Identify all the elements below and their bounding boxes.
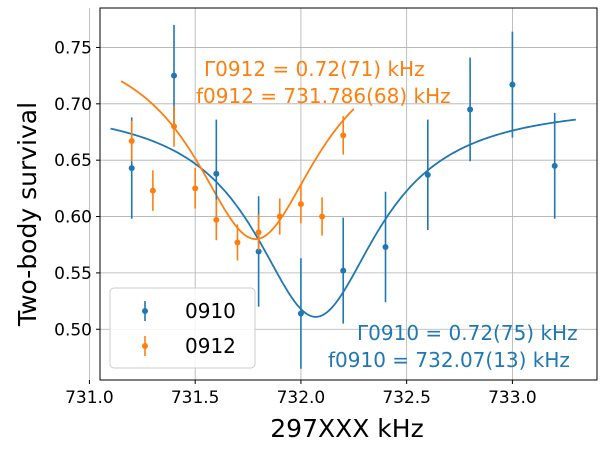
marker [128, 138, 135, 145]
y-tick-label: 0.65 [54, 151, 92, 171]
annotation-0912: Γ0912 = 0.72(71) kHz f0912 = 731.786(68)… [196, 57, 451, 108]
marker [319, 213, 326, 220]
marker [149, 187, 156, 194]
annotation-0910-width: Γ0910 = 0.72(75) kHz [357, 321, 578, 345]
y-axis-label: Two-body survival [13, 102, 42, 327]
annotation-0910-frequency: f0910 = 732.07(13) kHz [328, 348, 570, 372]
marker [297, 201, 304, 208]
marker [255, 229, 262, 236]
data-point-0912 [192, 168, 199, 209]
data-point-0912 [234, 224, 241, 261]
marker [128, 165, 135, 172]
data-point-0910 [467, 57, 474, 162]
x-tick-label: 732.5 [382, 388, 431, 408]
data-point-0910 [424, 119, 431, 231]
data-point-0912 [319, 197, 326, 236]
y-tick-label: 0.55 [54, 264, 92, 284]
marker [382, 243, 389, 250]
data-point-0910 [255, 196, 262, 307]
x-tick-label: 732.0 [277, 388, 326, 408]
marker [171, 72, 178, 79]
legend-label-0910: 0910 [185, 299, 236, 323]
data-points [128, 24, 558, 369]
marker [297, 310, 304, 317]
legend-marker-0910 [142, 301, 148, 321]
y-tick-label: 0.70 [54, 95, 92, 115]
legend: 0910 0912 [109, 287, 256, 369]
x-tick-label: 731.5 [171, 388, 220, 408]
marker [340, 267, 347, 274]
marker [424, 171, 431, 178]
x-axis: 731.0 731.5 732.0 732.5 733.0 [65, 380, 537, 408]
annotation-0910: Γ0910 = 0.72(75) kHz f0910 = 732.07(13) … [328, 321, 578, 372]
y-tick-label: 0.50 [54, 320, 92, 340]
marker [340, 132, 347, 139]
legend-label-0912: 0912 [185, 334, 236, 358]
marker [276, 213, 283, 220]
x-tick-label: 733.0 [488, 388, 537, 408]
marker [192, 185, 199, 192]
data-point-0912 [128, 120, 135, 162]
plot-frame [99, 7, 598, 381]
y-axis: 0.50 0.55 0.60 0.65 0.70 0.75 [54, 38, 100, 340]
data-point-0910 [551, 112, 558, 219]
marker [234, 239, 241, 246]
legend-marker-0912 [142, 336, 148, 356]
data-point-0910 [509, 31, 516, 138]
marker [213, 216, 220, 223]
data-point-0912 [255, 214, 262, 251]
annotation-0912-frequency: f0912 = 731.786(68) kHz [196, 84, 451, 108]
data-point-0910 [340, 217, 347, 324]
marker [213, 170, 220, 177]
y-tick-label: 0.60 [54, 208, 92, 228]
x-tick-label: 731.0 [65, 388, 114, 408]
x-axis-label: 297XXX kHz [270, 414, 423, 443]
marker [509, 81, 516, 88]
marker [171, 123, 178, 130]
marker [467, 106, 474, 113]
marker [551, 162, 558, 169]
data-point-0912 [340, 116, 347, 155]
data-point-0912 [297, 184, 304, 224]
y-tick-label: 0.75 [54, 38, 92, 58]
data-point-0912 [276, 198, 283, 235]
annotation-0912-width: Γ0912 = 0.72(71) kHz [204, 57, 425, 81]
data-point-0912 [171, 106, 178, 147]
data-point-0912 [213, 199, 220, 241]
data-point-0912 [149, 170, 156, 211]
marker [255, 248, 262, 255]
data-point-0910 [382, 191, 389, 303]
data-point-0910 [297, 258, 304, 369]
